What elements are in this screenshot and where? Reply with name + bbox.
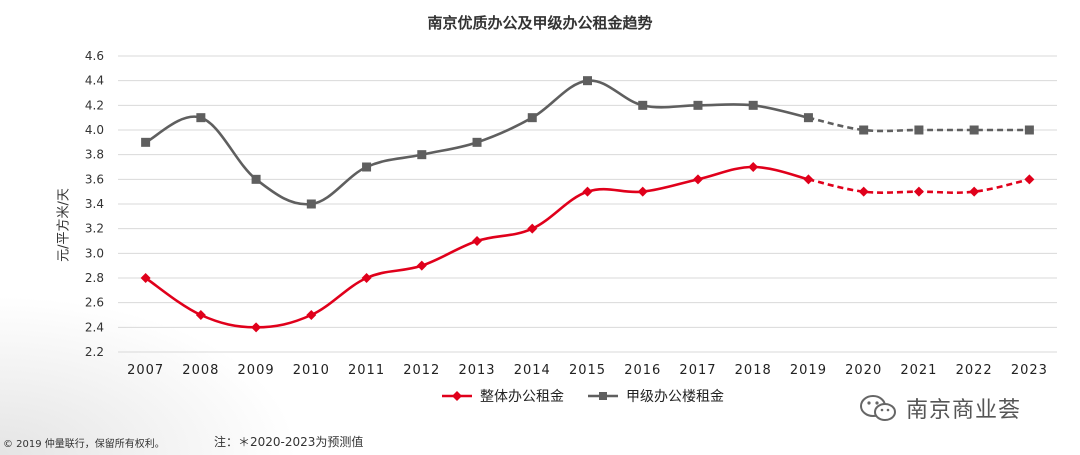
legend-item-overall: 整体办公租金 (440, 386, 564, 406)
data-point-diamond (140, 273, 151, 283)
legend-label-overall: 整体办公租金 (480, 389, 564, 405)
x-tick-label: 2015 (569, 363, 606, 378)
data-point-square (196, 113, 206, 123)
legend-item-grade-a: 甲级办公楼租金 (586, 386, 724, 406)
watermark-text: 南京商业荟 (906, 398, 1022, 423)
data-point-diamond (195, 310, 206, 320)
x-tick-label: 2021 (900, 363, 937, 378)
data-point-diamond (582, 186, 593, 197)
legend: 整体办公租金 甲级办公楼租金 (440, 386, 746, 406)
x-tick-label: 2012 (403, 363, 440, 378)
data-point-square (693, 100, 703, 110)
data-point-square (141, 137, 151, 147)
data-point-square (748, 100, 758, 110)
data-point-square (583, 76, 592, 86)
y-axis-label: 元/平方米/天 (56, 188, 72, 262)
y-tick-label: 3.8 (85, 148, 104, 162)
x-tick-label: 2022 (956, 363, 993, 378)
x-tick-label: 2009 (238, 363, 275, 378)
y-tick-label: 4.4 (85, 74, 104, 88)
x-tick-label: 2007 (127, 363, 164, 378)
data-point-diamond (361, 273, 372, 283)
data-point-diamond (637, 186, 648, 197)
data-point-diamond (858, 186, 869, 197)
data-point-square (362, 162, 372, 172)
legend-swatch-square (588, 392, 618, 400)
data-point-diamond (416, 260, 427, 271)
data-point-diamond (306, 310, 317, 320)
y-tick-label: 4.2 (85, 98, 104, 112)
data-point-diamond (692, 174, 703, 185)
data-point-diamond (969, 186, 980, 197)
data-point-square (306, 199, 316, 209)
y-tick-label: 4.6 (85, 49, 104, 63)
x-tick-label: 2018 (735, 363, 772, 378)
y-tick-label: 2.6 (85, 296, 104, 310)
data-point-diamond (251, 322, 262, 333)
data-point-diamond (472, 236, 483, 246)
y-tick-label: 4.0 (85, 123, 104, 137)
data-point-square (638, 100, 648, 110)
x-tick-label: 2010 (293, 363, 330, 378)
y-tick-label: 3.2 (85, 222, 104, 236)
y-tick-label: 3.0 (85, 246, 104, 260)
x-tick-label: 2014 (514, 363, 551, 378)
data-point-square (472, 137, 482, 147)
wechat-icon (860, 395, 896, 421)
x-tick-label: 2020 (845, 363, 882, 378)
legend-label-grade-a: 甲级办公楼租金 (626, 389, 724, 405)
y-tick-label: 3.4 (85, 197, 104, 211)
data-point-square (914, 125, 924, 135)
x-tick-label: 2023 (1011, 363, 1048, 378)
y-tick-label: 2.2 (85, 345, 104, 359)
x-tick-label: 2016 (624, 363, 661, 378)
data-point-diamond (803, 174, 814, 185)
y-tick-label: 2.4 (85, 320, 104, 334)
data-point-square (417, 150, 427, 160)
data-point-square (859, 125, 869, 135)
data-point-diamond (913, 186, 924, 197)
watermark: 南京商业荟 (858, 392, 1021, 424)
forecast-note: 注：＊2020-2023为预测值 (214, 435, 364, 449)
y-tick-label: 2.8 (85, 271, 104, 285)
data-point-diamond (1024, 174, 1035, 185)
series-line-0 (144, 165, 809, 329)
x-tick-label: 2008 (182, 363, 219, 378)
copyright-text: © 2019 仲量联行，保留所有权利。 (3, 439, 165, 450)
data-point-square (803, 113, 813, 123)
data-point-square (251, 174, 261, 184)
y-tick-label: 3.6 (85, 172, 104, 186)
legend-swatch-diamond (442, 391, 472, 401)
x-tick-label: 2013 (458, 363, 495, 378)
x-tick-label: 2019 (790, 363, 827, 378)
data-point-square (969, 125, 979, 135)
data-point-diamond (748, 162, 759, 172)
data-point-diamond (527, 223, 538, 234)
data-point-square (1024, 125, 1034, 135)
x-tick-label: 2011 (348, 363, 385, 378)
chart-title: 南京优质办公及甲级办公租金趋势 (427, 14, 653, 32)
x-tick-label: 2017 (679, 363, 716, 378)
data-point-square (527, 113, 537, 123)
